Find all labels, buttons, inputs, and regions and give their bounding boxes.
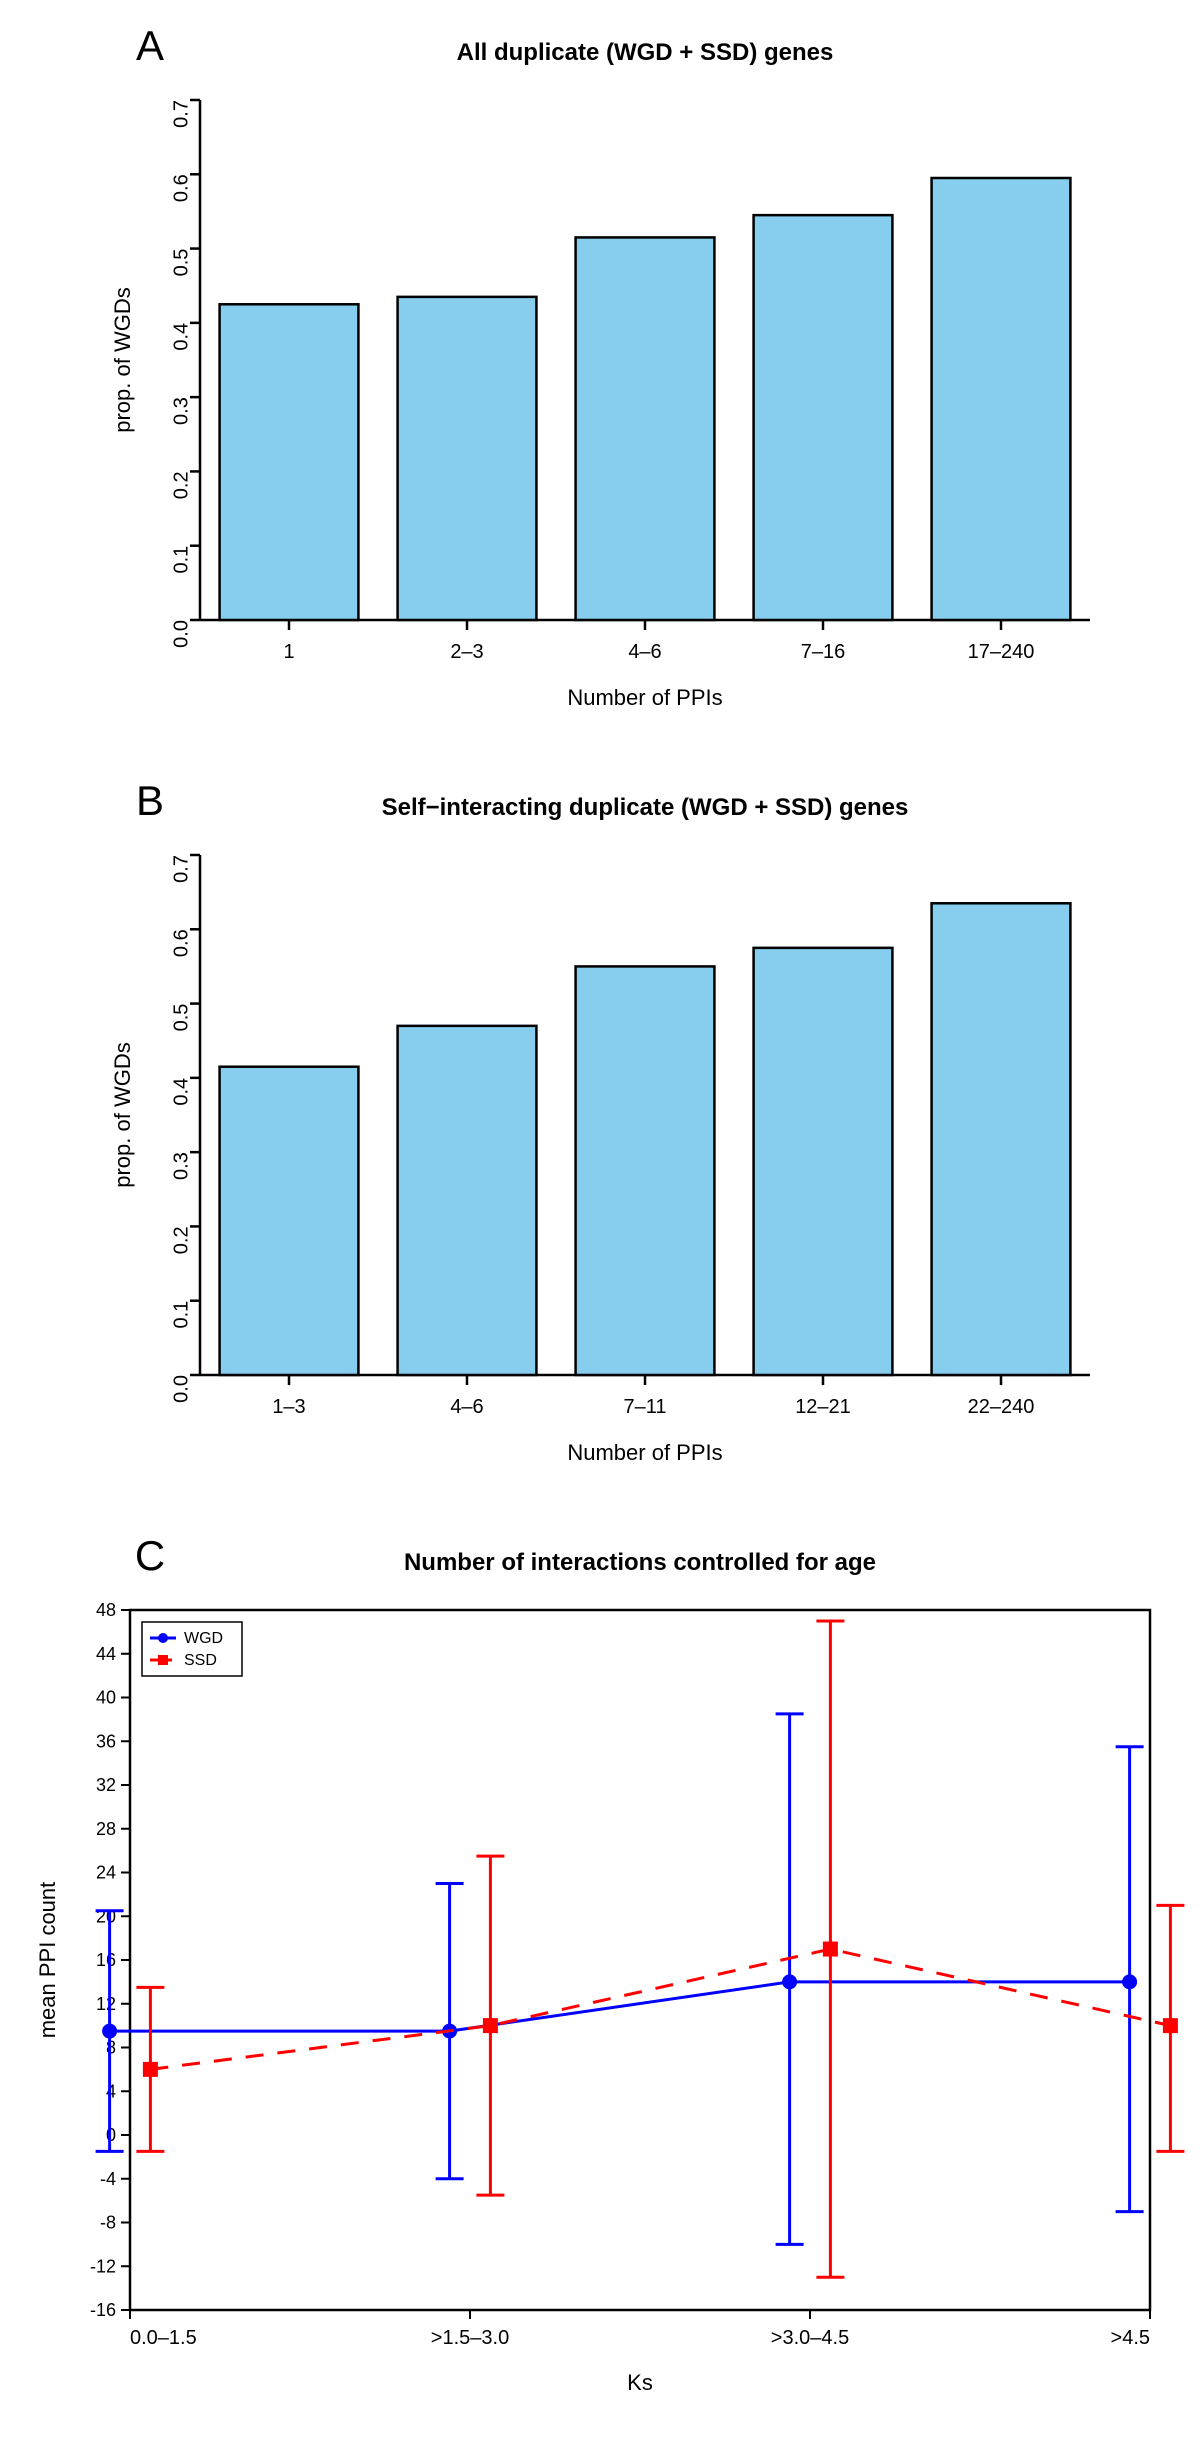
panelC-marker-wgd [1123,1975,1137,1989]
panelC-marker-wgd [103,2024,117,2038]
panelA-xtick: 2–3 [450,641,483,663]
panelC-marker-ssd [483,2019,497,2033]
panelB-ytick: 0.0 [170,1375,192,1403]
panelA-ytick: 0.5 [170,249,192,277]
panelC: C Number of interactions controlled for a… [0,1510,1200,2445]
panelB-xtick: 7–11 [623,1396,666,1418]
panelB-ytick: 0.4 [170,1078,192,1106]
panelA-xlabel: Number of PPIs [567,685,722,710]
panelC-line-ssd [150,1949,1170,2069]
panelC-xtick: >4.5 [1111,2327,1150,2349]
panelC-svg: C Number of interactions controlled for a… [0,1510,1200,2440]
figure-root: A All duplicate (WGD + SSD) genes 0.0 0.1 0.… [0,0,1200,2445]
panelA-xtick: 4–6 [628,641,661,663]
panelB-ytick: 0.6 [170,929,192,957]
panelA-ytick: 0.3 [170,397,192,425]
panelC-legend: WGD SSD [142,1622,242,1676]
panelB-svg: B Self−interacting duplicate (WGD + SSD) … [0,755,1200,1505]
panelA-ylabel: prop. of WGDs [110,287,135,432]
panelA-ytick: 0.7 [170,100,192,128]
panelB-title: Self−interacting duplicate (WGD + SSD) g… [382,794,909,821]
panelC-legend-label: WGD [184,1630,223,1647]
panelB-xtick: 1–3 [272,1396,305,1418]
panelA-ytick: 0.4 [170,323,192,351]
panelC-marker-ssd [143,2062,157,2076]
panelB-ytick: 0.3 [170,1152,192,1180]
panelC-ytick: -16 [90,2300,116,2320]
panelA-bar [754,215,893,620]
panelB-ylabel: prop. of WGDs [110,1042,135,1187]
panelC-ytick: 48 [96,1600,116,1620]
panelB: B Self−interacting duplicate (WGD + SSD) … [0,755,1200,1510]
panelB-xtick: 4–6 [450,1396,483,1418]
panelC-marker-ssd [1163,2019,1177,2033]
panelA-xtick: 17–240 [968,641,1035,663]
panelC-xtick: >1.5–3.0 [431,2327,509,2349]
panelC-ytick: 36 [96,1731,116,1751]
panelA-bar [398,297,537,620]
panelB-bar [220,1067,359,1375]
panelB-ytick: 0.7 [170,855,192,883]
panelC-legend-label: SSD [184,1652,217,1669]
panelA-ytick: 0.0 [170,620,192,648]
panelC-ytick: 16 [96,1950,116,1970]
panelC-ytick: 44 [96,1644,116,1664]
panelC-ytick: 32 [96,1775,116,1795]
panelA-xtick: 7–16 [801,641,846,663]
panelC-ylabel: mean PPI count [35,1882,60,2039]
panelC-ytick: 40 [96,1688,116,1708]
panelA-bar [576,237,715,620]
panelA-ytick: 0.6 [170,174,192,202]
panelB-ytick: 0.1 [170,1301,192,1329]
panelC-marker-ssd [823,1942,837,1956]
panelB-xtick: 22–240 [968,1396,1035,1418]
panelA-svg: A All duplicate (WGD + SSD) genes 0.0 0.1 0.… [0,0,1200,750]
panelA-ytick: 0.1 [170,546,192,574]
panelB-bar [754,948,893,1375]
panelB-xlabel: Number of PPIs [567,1440,722,1465]
panelC-xtick: 0.0–1.5 [130,2327,197,2349]
panelC-ytick: 20 [96,1906,116,1926]
panelB-ytick: 0.5 [170,1004,192,1032]
panelB-xtick: 12–21 [795,1396,851,1418]
panelA-xtick: 1 [283,641,294,663]
panelC-xtick: >3.0–4.5 [771,2327,849,2349]
panelC-label: C [135,1532,165,1579]
panelC-ytick: -8 [100,2213,116,2233]
panelB-label: B [136,777,164,824]
panelA-bar [932,178,1071,620]
panelB-bar [398,1026,537,1375]
panelC-ytick: -12 [90,2256,116,2276]
panelB-bar [932,903,1071,1375]
panelC-ytick: -4 [100,2169,116,2189]
panelA-ytick: 0.2 [170,471,192,499]
panelB-ytick: 0.2 [170,1226,192,1254]
panelC-marker-wgd [783,1975,797,1989]
panelC-title: Number of interactions controlled for ag… [404,1549,876,1576]
panelA-label: A [136,22,164,69]
panelA-bar [220,304,359,620]
panelC-ytick: 28 [96,1819,116,1839]
panelC-xlabel: Ks [627,2370,653,2395]
panelC-ytick: 24 [96,1863,116,1883]
panelA: A All duplicate (WGD + SSD) genes 0.0 0.1 0.… [0,0,1200,755]
panelC-line-wgd [110,1982,1130,2031]
panelA-title: All duplicate (WGD + SSD) genes [457,39,834,66]
panelC-ytick: 12 [96,1994,116,2014]
panelB-bar [576,966,715,1375]
